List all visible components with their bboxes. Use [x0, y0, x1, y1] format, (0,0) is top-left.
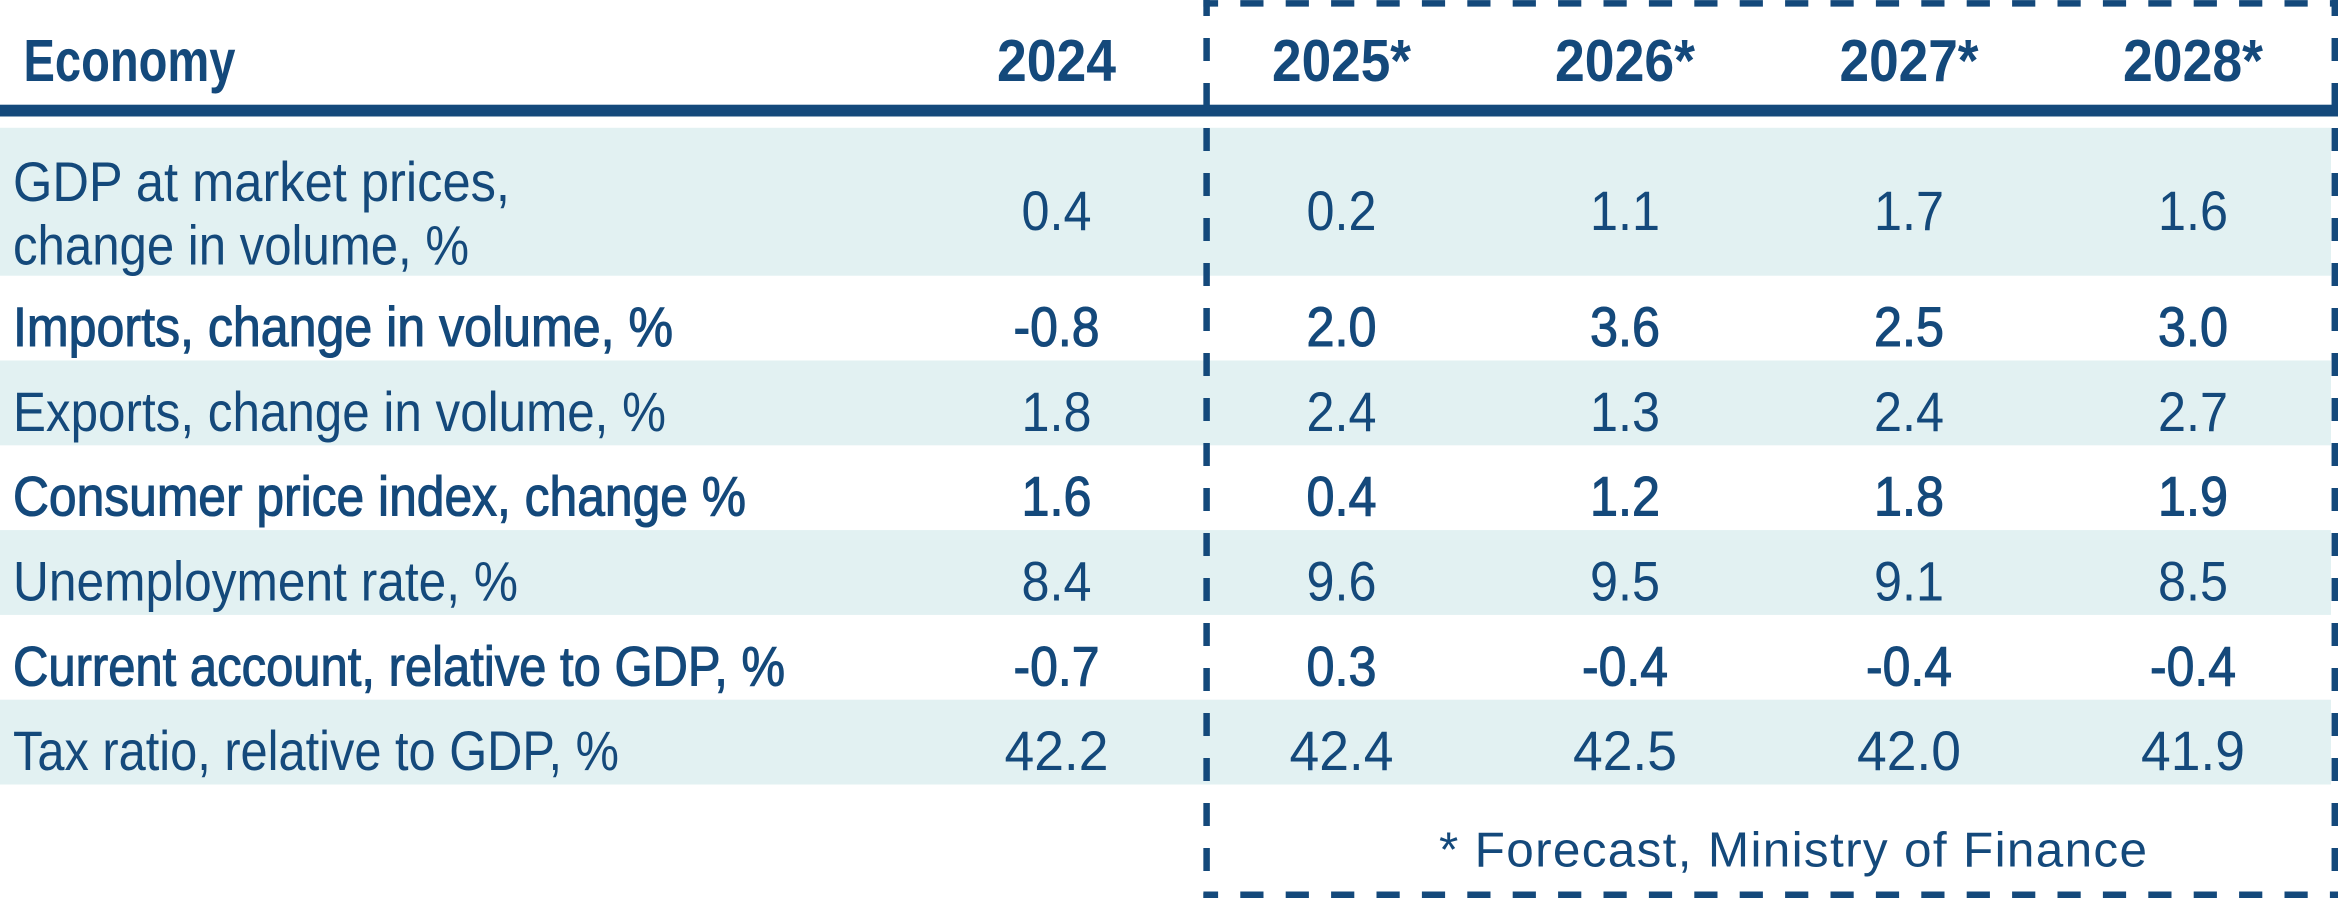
svg-text:Economy: Economy	[24, 28, 236, 94]
svg-text:-0.7: -0.7	[1014, 635, 1100, 697]
svg-text:2024: 2024	[997, 28, 1116, 94]
svg-text:* Forecast, Ministry of Financ: * Forecast, Ministry of Finance	[1439, 823, 2147, 878]
svg-text:1.6: 1.6	[2158, 180, 2228, 242]
svg-text:8.4: 8.4	[1022, 551, 1092, 613]
svg-text:-0.4: -0.4	[2150, 635, 2236, 697]
svg-text:-0.4: -0.4	[1582, 635, 1668, 697]
svg-text:1.1: 1.1	[1590, 180, 1660, 242]
svg-text:1.6: 1.6	[1022, 466, 1092, 528]
svg-text:3.0: 3.0	[2158, 296, 2228, 358]
svg-text:-0.8: -0.8	[1014, 296, 1100, 358]
svg-text:Exports, change in volume, %: Exports, change in volume, %	[13, 381, 666, 443]
svg-text:9.1: 9.1	[1874, 551, 1944, 613]
svg-text:1.7: 1.7	[1874, 180, 1944, 242]
svg-text:9.6: 9.6	[1307, 551, 1377, 613]
svg-text:0.4: 0.4	[1022, 180, 1092, 242]
svg-text:2.4: 2.4	[1874, 381, 1944, 443]
svg-text:3.6: 3.6	[1590, 296, 1660, 358]
svg-text:Consumer price index, change %: Consumer price index, change %	[13, 466, 746, 528]
svg-text:9.5: 9.5	[1590, 551, 1660, 613]
svg-text:2027*: 2027*	[1840, 28, 1979, 94]
svg-text:8.5: 8.5	[2158, 551, 2228, 613]
svg-text:2026*: 2026*	[1555, 28, 1695, 94]
svg-text:Tax ratio, relative to GDP, %: Tax ratio, relative to GDP, %	[13, 720, 619, 782]
svg-text:1.8: 1.8	[1874, 466, 1944, 528]
svg-text:2.5: 2.5	[1874, 296, 1944, 358]
svg-text:42.0: 42.0	[1857, 720, 1961, 782]
svg-text:1.8: 1.8	[1022, 381, 1092, 443]
svg-text:2.4: 2.4	[1307, 381, 1377, 443]
svg-text:1.2: 1.2	[1590, 466, 1660, 528]
svg-text:41.9: 41.9	[2141, 720, 2245, 782]
svg-text:Current account, relative to G: Current account, relative to GDP, %	[13, 635, 785, 697]
svg-text:Unemployment rate, %: Unemployment rate, %	[13, 551, 518, 613]
svg-text:2025*: 2025*	[1272, 28, 1411, 94]
svg-text:1.9: 1.9	[2158, 466, 2228, 528]
svg-text:0.3: 0.3	[1307, 635, 1377, 697]
svg-text:-0.4: -0.4	[1866, 635, 1952, 697]
svg-text:0.4: 0.4	[1307, 466, 1377, 528]
svg-text:1.3: 1.3	[1590, 381, 1660, 443]
svg-text:42.2: 42.2	[1005, 720, 1109, 782]
svg-text:0.2: 0.2	[1307, 180, 1377, 242]
svg-text:42.4: 42.4	[1290, 720, 1394, 782]
svg-text:2.7: 2.7	[2158, 381, 2228, 443]
svg-text:change in volume, %: change in volume, %	[13, 214, 469, 276]
svg-text:42.5: 42.5	[1573, 720, 1677, 782]
svg-text:Imports, change in volume, %: Imports, change in volume, %	[13, 296, 673, 358]
svg-text:2028*: 2028*	[2123, 28, 2263, 94]
svg-text:GDP at market prices,: GDP at market prices,	[13, 151, 510, 213]
svg-text:2.0: 2.0	[1307, 296, 1377, 358]
